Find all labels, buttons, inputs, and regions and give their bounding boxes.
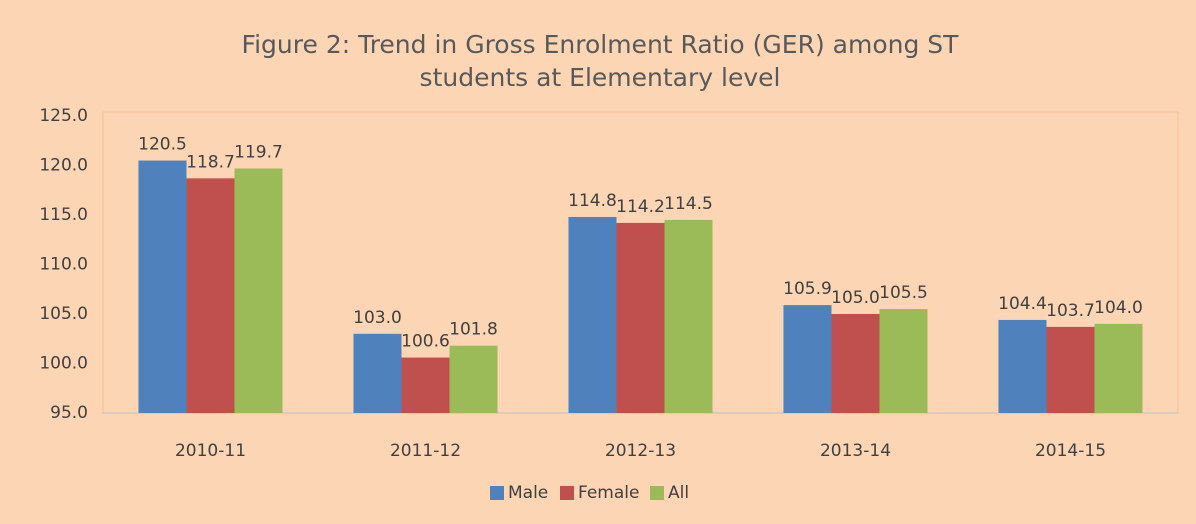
data-label: 114.5 bbox=[664, 194, 713, 214]
y-tick-label: 105.0 bbox=[39, 304, 88, 324]
data-label: 103.7 bbox=[1046, 301, 1095, 321]
data-label: 114.8 bbox=[568, 191, 617, 211]
legend-swatch bbox=[560, 486, 574, 500]
bar bbox=[401, 357, 450, 413]
bar bbox=[783, 305, 832, 413]
data-label: 105.9 bbox=[783, 279, 832, 299]
y-tick-label: 120.0 bbox=[39, 156, 88, 176]
y-tick-label: 95.0 bbox=[50, 403, 88, 423]
bar bbox=[879, 309, 928, 413]
bar bbox=[831, 314, 880, 413]
data-label: 104.4 bbox=[998, 294, 1047, 314]
legend-label: All bbox=[668, 483, 689, 503]
x-tick-label: 2012-13 bbox=[605, 441, 676, 461]
x-tick-label: 2011-12 bbox=[390, 441, 461, 461]
bar bbox=[568, 216, 617, 413]
bar bbox=[138, 160, 187, 413]
bar bbox=[664, 219, 713, 413]
data-label: 118.7 bbox=[186, 152, 235, 172]
data-label: 104.0 bbox=[1094, 298, 1143, 318]
data-label: 105.5 bbox=[879, 283, 928, 303]
y-tick-label: 125.0 bbox=[39, 106, 88, 126]
legend-label: Female bbox=[578, 483, 639, 503]
y-tick-label: 100.0 bbox=[39, 354, 88, 374]
data-label: 101.8 bbox=[449, 320, 498, 340]
legend-swatch bbox=[650, 486, 664, 500]
bar bbox=[449, 345, 498, 413]
bar bbox=[353, 333, 402, 413]
legend-swatch bbox=[490, 486, 504, 500]
y-tick-label: 110.0 bbox=[39, 255, 88, 275]
x-tick-label: 2013-14 bbox=[820, 441, 891, 461]
chart-title: Figure 2: Trend in Gross Enrolment Ratio… bbox=[241, 30, 959, 92]
bar bbox=[616, 222, 665, 413]
bar bbox=[186, 178, 235, 413]
data-label: 120.5 bbox=[138, 135, 187, 155]
bar bbox=[234, 168, 283, 413]
y-tick-label: 115.0 bbox=[39, 205, 88, 225]
data-label: 119.7 bbox=[234, 142, 283, 162]
x-tick-label: 2010-11 bbox=[175, 441, 246, 461]
data-label: 100.6 bbox=[401, 332, 450, 352]
bar bbox=[1046, 326, 1095, 413]
data-label: 103.0 bbox=[353, 308, 402, 328]
bar bbox=[1094, 323, 1143, 413]
bar bbox=[998, 319, 1047, 413]
legend-label: Male bbox=[508, 483, 548, 503]
data-label: 114.2 bbox=[616, 197, 665, 217]
x-tick-label: 2014-15 bbox=[1035, 441, 1106, 461]
data-label: 105.0 bbox=[831, 288, 880, 308]
